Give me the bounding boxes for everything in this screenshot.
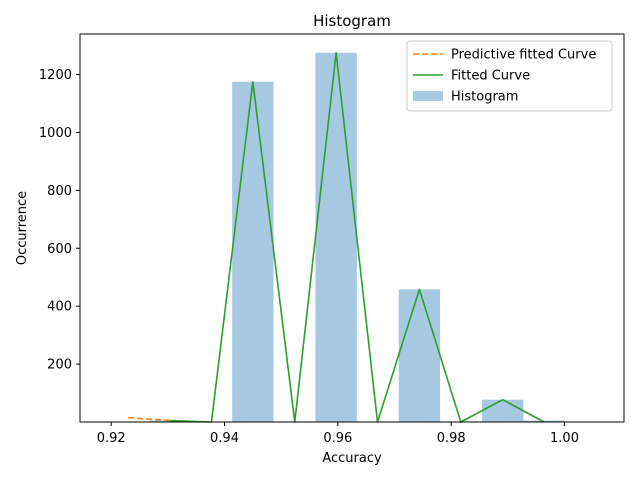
histogram-bars <box>149 52 565 423</box>
legend-swatch-patch <box>413 91 443 101</box>
y-tick-label: 600 <box>47 242 72 257</box>
y-tick-label: 1000 <box>39 126 72 141</box>
histogram-bar-3 <box>398 289 441 422</box>
x-tick-label: 0.94 <box>210 431 239 446</box>
y-axis-label: Occurrence <box>15 191 30 265</box>
x-axis-ticks: 0.92 0.94 0.96 0.98 1.00 <box>97 422 579 446</box>
curve-lines <box>128 52 545 423</box>
legend-label: Predictive fitted Curve <box>451 48 596 63</box>
axes-frame <box>79 33 625 423</box>
x-tick-label: 1.00 <box>550 431 579 446</box>
fitted-curve-line <box>170 52 545 423</box>
chart-title: Histogram <box>313 12 391 30</box>
predictive-fitted-curve-line <box>128 416 171 422</box>
y-tick-label: 400 <box>47 300 72 315</box>
x-tick-label: 0.92 <box>97 431 126 446</box>
y-tick-label: 1200 <box>39 68 72 83</box>
legend-box <box>406 40 613 112</box>
legend-label: Fitted Curve <box>451 69 530 84</box>
legend-label: Histogram <box>451 90 518 105</box>
y-tick-label: 200 <box>47 358 72 373</box>
histogram-bar-2 <box>315 52 357 423</box>
x-tick-label: 0.98 <box>437 431 466 446</box>
histogram-bar-1 <box>232 81 274 422</box>
y-axis-ticks: 200 400 600 800 1000 1200 <box>39 68 80 373</box>
x-tick-label: 0.96 <box>323 431 352 446</box>
y-tick-label: 800 <box>47 184 72 199</box>
legend: Predictive fitted Curve Fitted Curve Histo… <box>406 40 613 112</box>
x-axis-label: Accuracy <box>322 451 382 466</box>
histogram-bar-4 <box>482 399 524 422</box>
